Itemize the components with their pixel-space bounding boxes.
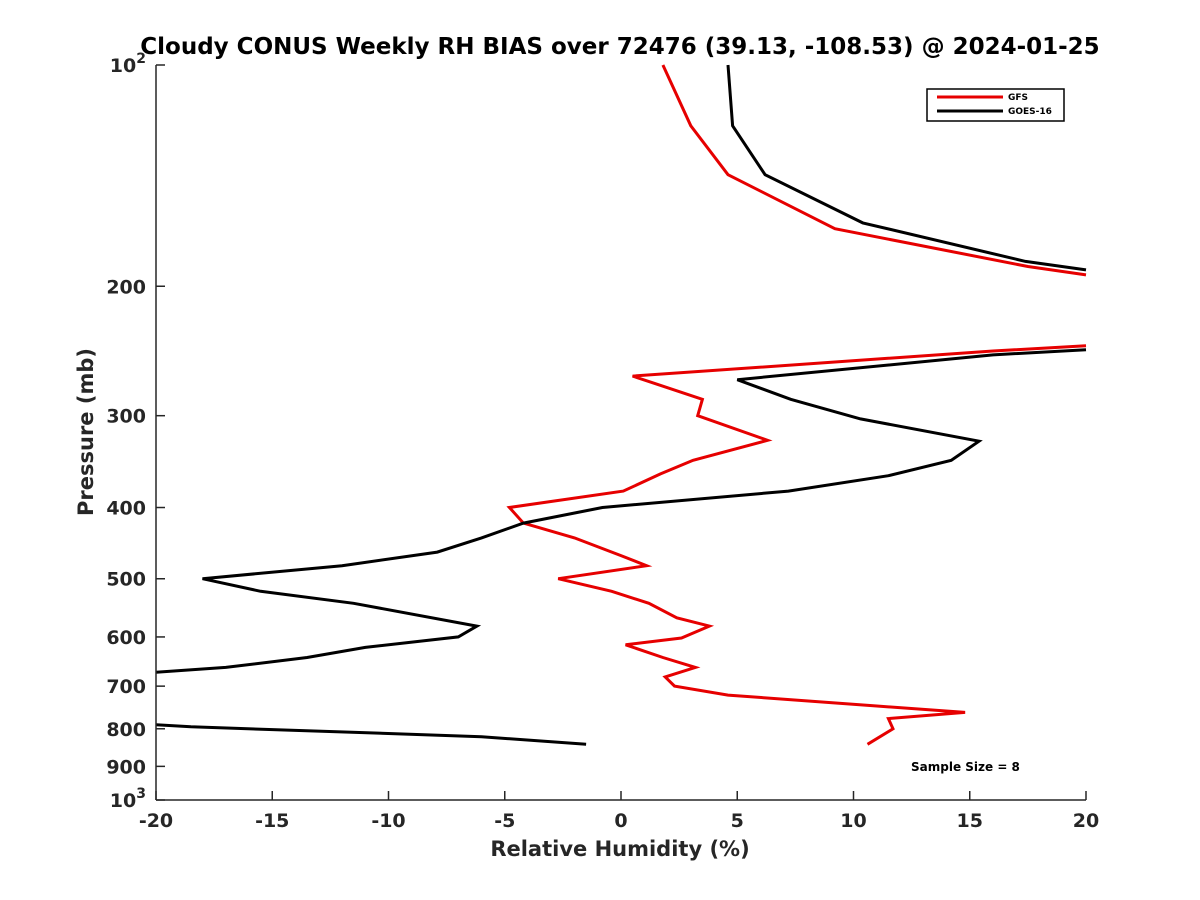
x-axis-label: Relative Humidity (%) (490, 837, 749, 861)
x-tick-label: 15 (957, 810, 983, 832)
y-axis-label: Pressure (mb) (74, 348, 98, 516)
y-tick-label: 800 (106, 719, 146, 741)
x-tick-label: 5 (731, 810, 744, 832)
x-tick-label: 20 (1073, 810, 1099, 832)
series-line-goes-16-segment-3 (156, 723, 587, 746)
series-line-goes-16-segment-1 (726, 64, 1087, 272)
y-tick-label: 102 (110, 51, 146, 77)
y-tick-label: 500 (106, 569, 146, 591)
legend: GFS GOES-16 (926, 88, 1065, 122)
sample-size-annotation: Sample Size = 8 (911, 760, 1020, 774)
y-tick-label: 103 (110, 786, 146, 812)
y-tick-label: 200 (106, 276, 146, 298)
x-tick-label: -10 (371, 810, 405, 832)
series-line-goes-16-segment-2 (156, 348, 1087, 674)
axes (155, 65, 1086, 801)
x-tick-label: 10 (840, 810, 866, 832)
y-tick-label: 300 (106, 406, 146, 428)
y-tick-label: 400 (106, 498, 146, 520)
y-tick-label: 600 (106, 627, 146, 649)
x-tick-label: 0 (614, 810, 627, 832)
x-tick-label: -20 (139, 810, 173, 832)
series-line-gfs-segment-1 (661, 64, 1087, 277)
chart-title: Cloudy CONUS Weekly RH BIAS over 72476 (… (140, 34, 1099, 60)
plot-lines (156, 64, 1087, 746)
legend-box (926, 88, 1065, 122)
series-line-gfs-segment-2 (506, 344, 1087, 746)
y-tick-label: 700 (106, 676, 146, 698)
x-axis-ticks: -20 -15 -10 -5 0 5 10 15 20 (139, 791, 1099, 832)
x-tick-label: -15 (255, 810, 289, 832)
y-axis-ticks: 102 200 300 400 500 600 700 800 900 103 (106, 51, 165, 812)
x-tick-label: -5 (494, 810, 515, 832)
legend-label-goes-16: GOES-16 (1008, 107, 1052, 117)
legend-label-gfs: GFS (1008, 93, 1028, 103)
y-tick-label: 900 (106, 756, 146, 778)
